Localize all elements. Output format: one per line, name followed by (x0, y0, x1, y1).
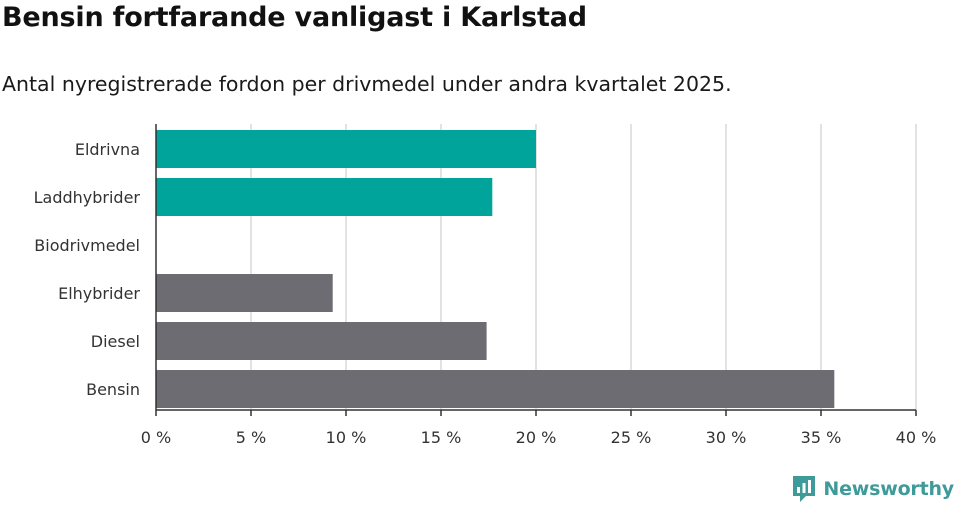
bar (156, 370, 835, 408)
category-labels: Eldrivna Laddhybrider Biodrivmedel Elhybrid… (34, 140, 141, 399)
x-tick-label: 10 % (326, 428, 367, 447)
x-tick-label: 20 % (516, 428, 557, 447)
x-tick-label: 0 % (141, 428, 171, 447)
bar (156, 178, 493, 216)
category-label: Biodrivmedel (34, 236, 140, 255)
bar (156, 322, 487, 360)
x-axis: 0 % 5 % 10 % 15 % 20 % 25 % 30 % 35 % 40 % (141, 124, 937, 447)
bar-chart-logo-icon (793, 476, 816, 502)
grid-lines (250, 124, 917, 410)
category-label: Laddhybrider (34, 188, 141, 207)
brand-logo: Newsworthy (791, 474, 954, 504)
category-label: Diesel (91, 332, 140, 351)
category-label: Elhybrider (58, 284, 140, 303)
x-tick-label: 25 % (611, 428, 652, 447)
bars (156, 130, 835, 408)
bar (156, 274, 333, 312)
brand-name: Newsworthy (823, 478, 954, 500)
x-tick-label: 15 % (421, 428, 462, 447)
x-tick-label: 5 % (236, 428, 266, 447)
chart-subtitle: Antal nyregistrerade fordon per drivmede… (2, 72, 732, 96)
category-label: Eldrivna (75, 140, 140, 159)
category-label: Bensin (86, 380, 140, 399)
x-tick-label: 40 % (896, 428, 937, 447)
bar (156, 130, 536, 168)
x-tick-label: 35 % (801, 428, 842, 447)
chart-title: Bensin fortfarande vanligast i Karlstad (2, 2, 587, 33)
x-tick-label: 30 % (706, 428, 747, 447)
